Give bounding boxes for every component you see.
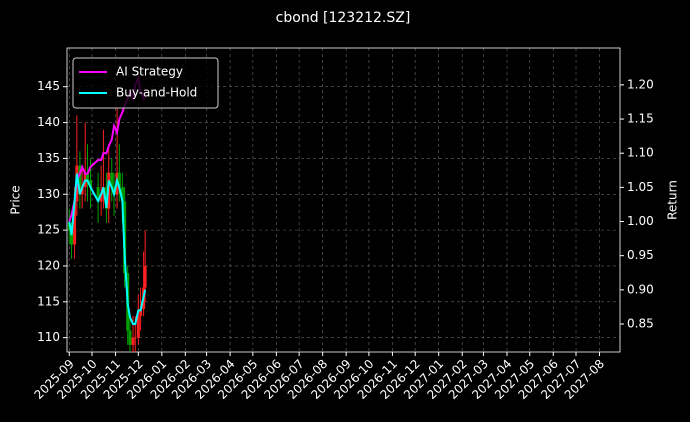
candle-body	[133, 337, 137, 339]
y-tick-label: 145	[37, 79, 60, 93]
legend-label: AI Strategy	[116, 65, 183, 79]
y-tick-label: 140	[37, 115, 60, 129]
candle-body	[85, 172, 89, 180]
y-tick-label: 130	[37, 187, 60, 201]
y2-tick-label: 1.15	[627, 112, 654, 126]
chart-title: cbond [123212.SZ]	[276, 10, 411, 26]
candle-body	[70, 230, 74, 245]
y2-tick-label: 0.95	[627, 248, 654, 262]
y-tick-label: 110	[37, 330, 60, 344]
y2-tick-label: 1.00	[627, 214, 654, 228]
candle-body	[96, 187, 100, 202]
legend-box	[72, 57, 219, 109]
candle-body	[128, 330, 132, 345]
y-axis-label: Price	[9, 185, 23, 214]
y2-tick-label: 1.10	[627, 146, 654, 160]
candle-body	[136, 316, 140, 338]
y-tick-label: 135	[37, 151, 60, 165]
y-tick-label: 125	[37, 223, 60, 237]
candle-body	[117, 172, 121, 188]
y-tick-label: 120	[37, 258, 60, 272]
plot-frame	[66, 47, 621, 353]
candle-body	[78, 165, 82, 195]
candle-body	[143, 265, 147, 288]
y2-tick-label: 1.20	[627, 77, 654, 91]
candle-body	[110, 172, 114, 188]
y2-tick-label: 0.90	[627, 282, 654, 296]
y2-tick-label: 1.05	[627, 180, 654, 194]
candle-body	[80, 187, 84, 195]
candle-body	[139, 308, 143, 317]
candle-body	[99, 194, 103, 202]
candle-body	[89, 179, 93, 188]
y-tick-label: 115	[37, 294, 60, 308]
plot-area	[67, 74, 147, 352]
y2-axis-label: Return	[666, 180, 680, 220]
series-line	[68, 173, 147, 325]
candle-body	[73, 201, 77, 245]
legend-label: Buy-and-Hold	[116, 86, 197, 100]
y2-tick-label: 0.85	[627, 316, 654, 330]
candle-body	[120, 187, 124, 202]
candle-body	[131, 337, 135, 345]
